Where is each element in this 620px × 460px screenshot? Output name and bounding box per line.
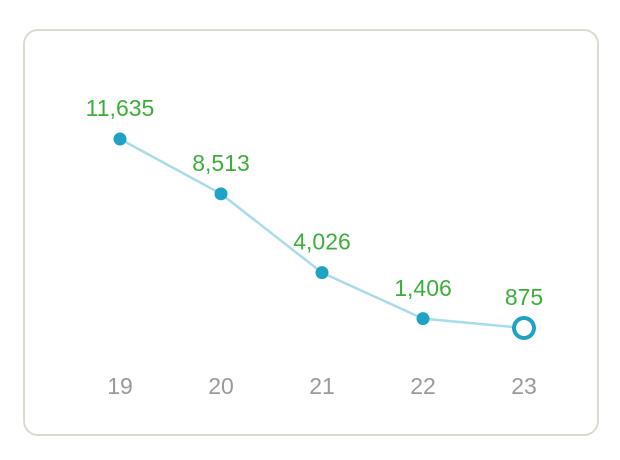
card xyxy=(23,29,599,436)
point xyxy=(214,187,228,201)
x-tick-label: 21 xyxy=(309,373,335,399)
point xyxy=(512,316,536,340)
point xyxy=(113,132,127,146)
value-label: 1,406 xyxy=(394,275,452,301)
value-label: 875 xyxy=(505,284,543,310)
value-label: 4,026 xyxy=(293,229,351,255)
value-label: 11,635 xyxy=(86,95,155,121)
x-tick-label: 19 xyxy=(107,373,133,399)
point xyxy=(416,312,430,326)
x-tick-label: 22 xyxy=(410,373,436,399)
point xyxy=(315,266,329,280)
x-tick-label: 20 xyxy=(208,373,234,399)
x-tick-label: 23 xyxy=(511,373,537,399)
value-label: 8,513 xyxy=(192,150,250,176)
